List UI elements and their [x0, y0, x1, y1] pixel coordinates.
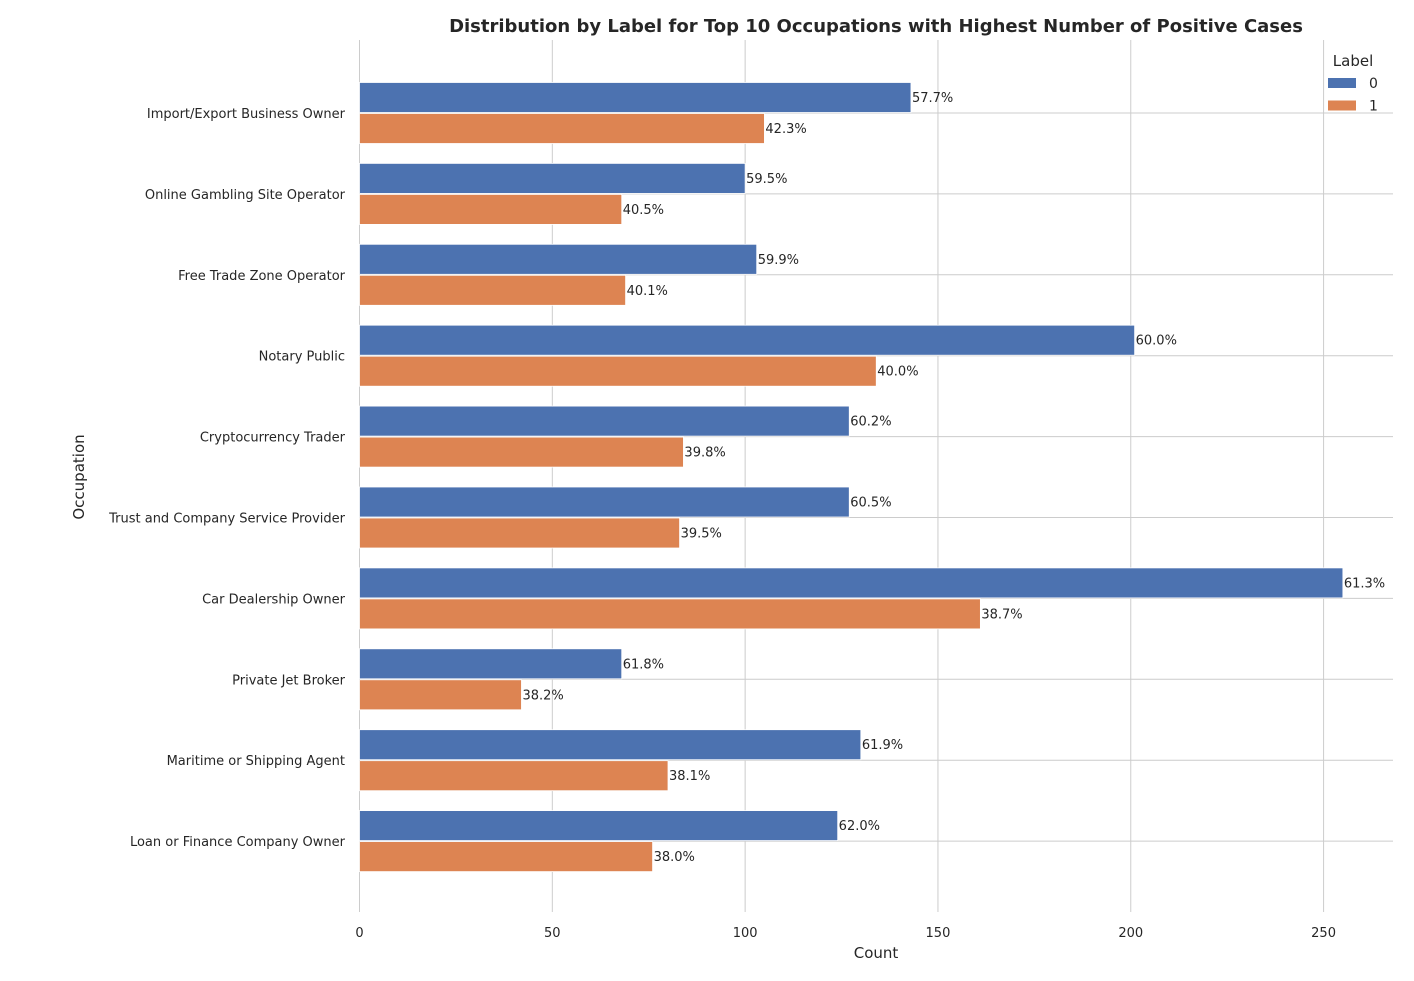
y-tick-label: Private Jet Broker	[232, 673, 346, 688]
x-tick-label: 50	[544, 926, 561, 941]
bar-series-1	[359, 517, 680, 549]
bar-series-0	[359, 729, 862, 761]
x-tick-label: 100	[733, 926, 758, 941]
bar-value-label: 38.7%	[981, 607, 1022, 622]
x-tick-label: 250	[1311, 926, 1336, 941]
bar-series-1	[359, 679, 522, 711]
bar-value-label: 39.5%	[681, 527, 722, 542]
y-tick-label: Trust and Company Service Provider	[108, 512, 346, 527]
bar-series-0	[359, 162, 746, 194]
bar-series-1	[359, 841, 653, 872]
bar-value-label: 59.5%	[746, 172, 787, 187]
legend-title: Label	[1333, 52, 1373, 70]
bar-series-1	[359, 355, 877, 387]
bar-labels: 57.7% 59.5% 59.9% 60.0% 60.2% 60.5% 61.3% 61.8%…	[522, 91, 1385, 865]
legend-swatch-0	[1328, 78, 1356, 88]
bar-series-1	[359, 760, 669, 792]
bar-series-0	[359, 405, 850, 437]
x-tick-label: 150	[926, 926, 951, 941]
grid-lines	[359, 40, 1393, 912]
y-tick-label: Online Gambling Site Operator	[145, 188, 346, 203]
bar-series-1	[359, 193, 623, 225]
legend-entries: 01	[1328, 76, 1378, 115]
bar-series-0	[359, 324, 1136, 356]
bar-series-0	[359, 486, 850, 518]
bar-value-label: 38.2%	[522, 688, 563, 703]
bar-series-0	[359, 648, 623, 680]
y-tick-label: Free Trade Zone Operator	[178, 269, 346, 284]
bar-value-label: 57.7%	[912, 91, 953, 106]
x-tick-labels: 0 50 100 150 200 250	[355, 926, 1336, 941]
bar-value-label: 61.3%	[1344, 576, 1385, 591]
y-tick-labels: Import/Export Business Owner Online Gambl…	[108, 107, 346, 850]
bar-series-0	[359, 243, 758, 275]
legend-swatch-1	[1328, 100, 1356, 111]
legend-entry-label: 1	[1369, 99, 1378, 115]
bar-series-1	[359, 274, 626, 306]
legend-entry-label: 0	[1369, 76, 1378, 92]
bar-value-label: 62.0%	[839, 819, 880, 834]
y-tick-label: Maritime or Shipping Agent	[167, 754, 345, 769]
bar-value-label: 60.0%	[1136, 334, 1177, 349]
bar-value-label: 60.2%	[850, 415, 891, 430]
bar-value-label: 39.8%	[684, 446, 725, 461]
legend: Label 01	[1328, 52, 1378, 115]
bar-series-1	[359, 598, 981, 630]
bar-value-label: 42.3%	[765, 122, 806, 137]
y-axis-label: Occupation	[70, 434, 88, 519]
bar-value-label: 40.1%	[627, 284, 668, 299]
y-tick-label: Import/Export Business Owner	[147, 107, 346, 122]
x-tick-label: 0	[355, 926, 363, 941]
bar-value-label: 38.1%	[669, 769, 710, 784]
bar-value-label: 59.9%	[758, 253, 799, 268]
y-tick-label: Cryptocurrency Trader	[200, 431, 346, 446]
bar-value-label: 61.9%	[862, 738, 903, 753]
y-tick-label: Loan or Finance Company Owner	[130, 835, 346, 850]
x-tick-label: 200	[1118, 926, 1143, 941]
bars	[359, 82, 1344, 872]
bar-series-0	[359, 82, 912, 113]
bar-series-0	[359, 567, 1344, 599]
chart-title: Distribution by Label for Top 10 Occupat…	[449, 16, 1303, 37]
y-tick-label: Car Dealership Owner	[202, 592, 346, 607]
bar-series-1	[359, 436, 684, 468]
bar-series-1	[359, 113, 765, 144]
bar-value-label: 61.8%	[623, 657, 664, 672]
bar-value-label: 40.0%	[877, 365, 918, 380]
y-tick-label: Notary Public	[259, 350, 345, 365]
bar-value-label: 38.0%	[654, 850, 695, 865]
bar-value-label: 60.5%	[850, 496, 891, 511]
bar-series-0	[359, 810, 839, 841]
x-axis-label: Count	[854, 944, 899, 962]
bar-value-label: 40.5%	[623, 203, 664, 218]
